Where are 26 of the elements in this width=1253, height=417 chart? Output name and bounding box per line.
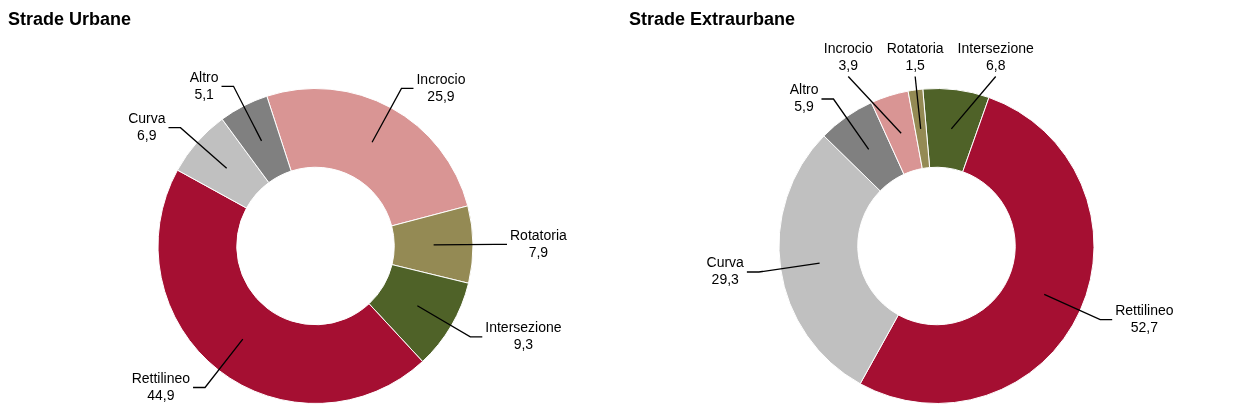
chart-title: Strade Urbane: [8, 8, 133, 30]
data-label: 6,8: [985, 56, 1006, 73]
slice-label: Curva: [706, 254, 745, 271]
slice-label: Incrocio: [416, 70, 466, 87]
slice-label: Altro: [189, 68, 219, 85]
chart-title: Strade Extraurbane: [629, 8, 797, 30]
data-label: 44,9: [147, 386, 175, 403]
slice-label: Intersezione: [957, 39, 1035, 56]
data-label: 25,9: [427, 87, 455, 104]
data-label: 9,3: [513, 336, 534, 353]
slice-label: Intersezione: [485, 319, 562, 336]
slice-label: Rettilineo: [1115, 302, 1174, 318]
slice-label: Rotatoria: [509, 226, 568, 243]
data-label: 52,7: [1130, 319, 1159, 335]
slice-label: Incrocio: [823, 39, 873, 56]
data-label: 7,9: [528, 243, 549, 260]
slice-label: Rotatoria: [886, 39, 944, 56]
data-label: 5,1: [194, 85, 215, 102]
data-label: 29,3: [711, 271, 740, 288]
data-label: 5,9: [794, 98, 815, 115]
slice-label: Altro: [789, 81, 819, 98]
data-label: 1,5: [905, 56, 926, 73]
data-label: 6,9: [137, 127, 157, 144]
slice-label: Curva: [128, 110, 166, 127]
slice-label: Rettilineo: [131, 369, 191, 386]
data-label: 3,9: [838, 56, 859, 73]
